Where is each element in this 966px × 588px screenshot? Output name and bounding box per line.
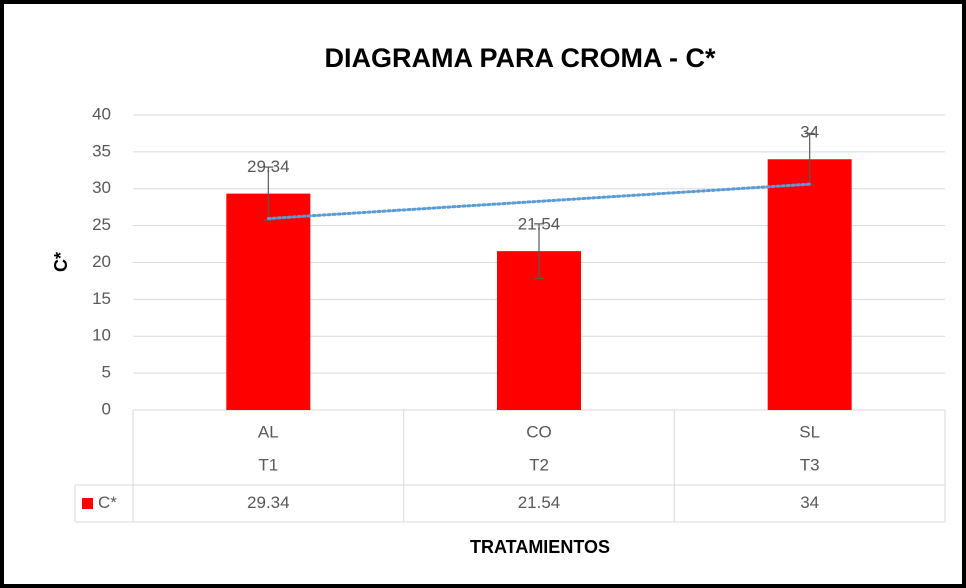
bar <box>226 193 311 410</box>
x-tick-label: AL <box>258 422 279 441</box>
data-label: 34 <box>800 123 819 142</box>
y-axis-label: C* <box>51 252 71 272</box>
y-tick-label: 35 <box>92 141 111 160</box>
x-axis-label: TRATAMIENTOS <box>470 537 610 557</box>
chart-title: DIAGRAMA PARA CROMA - C* <box>325 43 716 73</box>
data-label: 21.54 <box>518 215 561 234</box>
x-tick-label: CO <box>526 422 552 441</box>
x-tick-label: SL <box>799 422 820 441</box>
x-tick-label-2: T3 <box>800 455 820 474</box>
bar <box>767 159 852 410</box>
data-label: 29.34 <box>247 157 290 176</box>
y-tick-label: 30 <box>92 178 111 197</box>
y-tick-label: 10 <box>92 326 111 345</box>
x-tick-label-2: T1 <box>258 455 278 474</box>
legend-label: C* <box>98 493 117 512</box>
x-tick-label-2: T2 <box>529 455 549 474</box>
y-tick-label: 20 <box>92 252 111 271</box>
table-value: 34 <box>800 493 819 512</box>
table-value: 29.34 <box>247 493 290 512</box>
y-tick-label: 15 <box>92 289 111 308</box>
legend-swatch <box>82 498 93 509</box>
trendline <box>266 182 812 221</box>
y-tick-label: 40 <box>92 104 111 123</box>
y-tick-label: 5 <box>102 363 111 382</box>
y-tick-label: 25 <box>92 215 111 234</box>
y-tick-label: 0 <box>102 399 111 418</box>
table-value: 21.54 <box>518 493 561 512</box>
